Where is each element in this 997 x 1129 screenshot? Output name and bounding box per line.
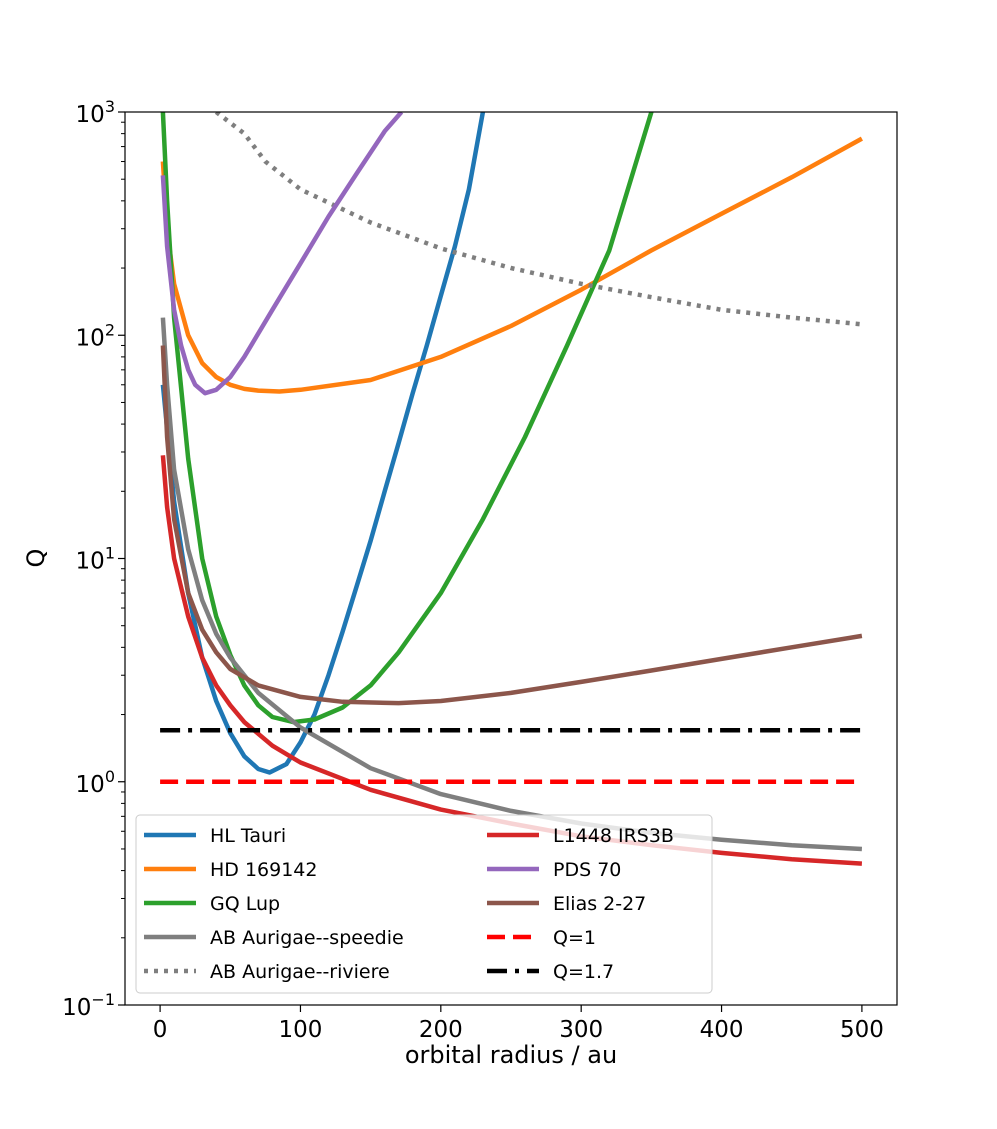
legend-frame: [135, 814, 713, 994]
y-tick-label: 101: [76, 544, 115, 575]
legend-label-hl-tauri: HL Tauri: [210, 825, 286, 847]
x-tick-label: 300: [559, 1017, 603, 1043]
legend: HL Tauri HD 169142 GQ Lup AB Aurigae--speed…: [135, 814, 713, 994]
x-tick-label: 400: [700, 1017, 744, 1043]
x-tick-label: 100: [279, 1017, 323, 1043]
y-tick-label: 103: [76, 97, 115, 128]
series-line-elias-2-27: [160, 345, 863, 706]
x-tick-label: 500: [840, 1017, 884, 1043]
series-line-hl-tauri: [160, 112, 486, 775]
legend-label-l1448-irs3b: L1448 IRS3B: [553, 825, 674, 847]
y-tick-label: 10−1: [62, 990, 115, 1021]
x-axis-label: orbital radius / au: [405, 1041, 617, 1069]
axis-ticks: 0 100 200 300 400 500 10−1 100 101 102 103: [62, 97, 884, 1043]
x-tick-label: 0: [153, 1017, 168, 1043]
legend-label-ab-aurigae-speedie: AB Aurigae--speedie: [210, 927, 404, 949]
y-axis-label: Q: [22, 549, 50, 568]
legend-label-gq-lup: GQ Lup: [210, 893, 280, 915]
legend-label-hd-169142: HD 169142: [210, 859, 318, 881]
legend-label-elias-2-27: Elias 2-27: [553, 893, 646, 915]
legend-label-pds-70: PDS 70: [553, 859, 621, 881]
series-line-hd-169142: [160, 136, 863, 394]
series-line-pds-70: [160, 112, 404, 396]
series-layer: [160, 112, 863, 866]
legend-label-q-1-7: Q=1.7: [553, 961, 614, 983]
y-tick-label: 102: [76, 320, 115, 351]
legend-label-ab-aurigae-riviere: AB Aurigae--riviere: [210, 961, 390, 983]
legend-label-q-1: Q=1: [553, 927, 596, 949]
x-tick-label: 200: [419, 1017, 463, 1043]
y-tick-label: 100: [76, 767, 115, 798]
